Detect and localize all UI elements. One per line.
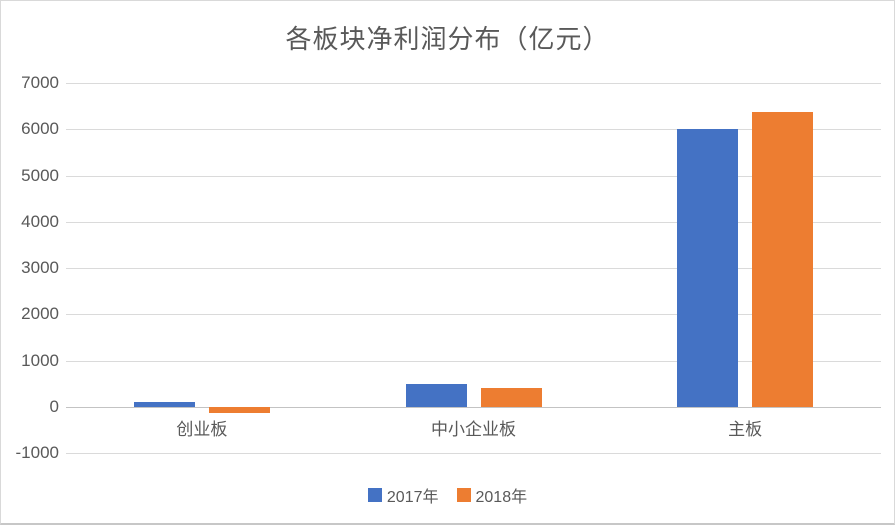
gridline [66, 175, 881, 177]
y-tick-label: 5000 [21, 165, 59, 185]
legend-swatch-icon [367, 488, 382, 502]
x-category-label: 创业板 [176, 419, 228, 439]
gridline [66, 83, 881, 84]
y-tick-label: 0 [49, 396, 59, 416]
gridline [66, 221, 881, 223]
x-category-label: 主板 [728, 419, 763, 439]
gridline [66, 268, 881, 269]
bar-series2-cat1 [208, 406, 270, 414]
legend-label: 2017年 [386, 489, 439, 506]
gridline [66, 453, 881, 454]
gridline [66, 360, 881, 362]
gridline [66, 314, 881, 316]
zero-axis-line [66, 406, 881, 408]
legend-label: 2018年 [475, 489, 528, 506]
y-tick-label: 6000 [21, 119, 59, 139]
x-category-label: 中小企业板 [430, 419, 516, 439]
legend: 2017年 2018年 [1, 484, 894, 506]
legend-item: 2018年 [456, 483, 528, 507]
legend-item: 2017年 [367, 483, 439, 507]
legend-swatch-icon [456, 488, 471, 502]
y-tick-label: -1000 [15, 443, 59, 462]
y-tick-label: 2000 [21, 304, 59, 324]
bar-series1-cat1 [133, 402, 195, 407]
y-tick-label: 4000 [21, 211, 59, 231]
y-tick-label: 3000 [21, 258, 59, 277]
plot-area [66, 83, 881, 454]
gridline [66, 129, 881, 131]
chart-title: 各板块净利润分布（亿元） [285, 24, 610, 54]
y-tick-label: 7000 [21, 73, 59, 92]
bar-series2-cat3 [752, 111, 814, 407]
bar-series1-cat3 [677, 128, 739, 407]
bar-series1-cat2 [405, 383, 467, 407]
y-tick-label: 1000 [21, 350, 59, 370]
bar-series2-cat2 [480, 388, 542, 407]
